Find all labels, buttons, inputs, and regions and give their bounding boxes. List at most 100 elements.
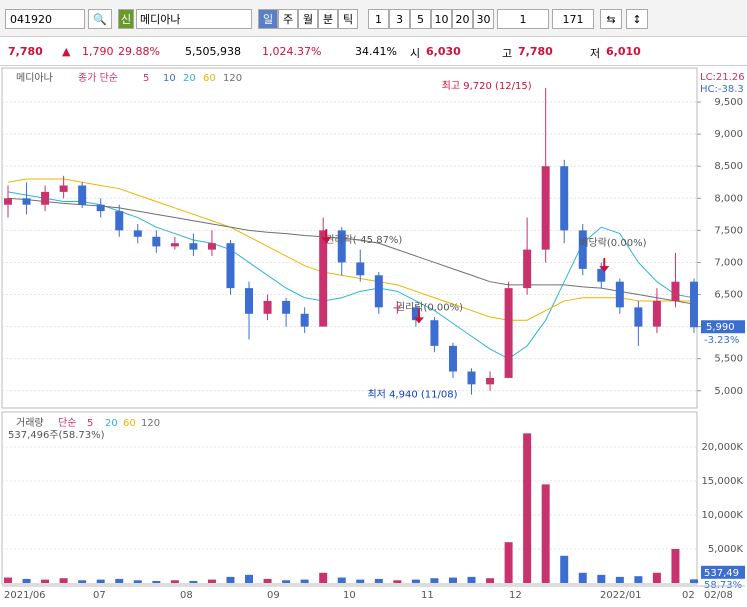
candle-body	[245, 288, 254, 314]
x-label: 08	[180, 590, 193, 601]
period-button[interactable]: 틱	[338, 9, 358, 29]
count-input[interactable]: 171	[552, 9, 594, 29]
legend-period: 60	[203, 73, 216, 84]
change: 1,790	[82, 45, 114, 58]
minute-button[interactable]: 20	[452, 9, 473, 29]
code-input[interactable]: 041920	[5, 9, 85, 29]
volume-bar	[319, 572, 328, 583]
x-label: 10	[343, 590, 356, 601]
hc-label: HC:-38.3	[700, 84, 744, 95]
name-box[interactable]: 메디아나	[136, 9, 252, 29]
volume-bar	[430, 578, 439, 583]
candle-body	[393, 307, 402, 309]
x-label: 12	[509, 590, 522, 601]
marker-arrow	[413, 309, 424, 324]
low: 6,010	[606, 45, 641, 58]
candle-body	[41, 191, 50, 205]
vol-rate: 1,024.37%	[262, 45, 322, 58]
volume-bar	[282, 580, 291, 583]
search-button[interactable]: 🔍	[88, 9, 112, 29]
info-bar: 7,780 ▲ 1,790 29.88% 5,505,938 1,024.37%…	[0, 37, 747, 66]
x-label: 09	[267, 590, 280, 601]
y-tick-label: 5,000K	[708, 544, 744, 555]
volume-bar	[115, 578, 124, 583]
candle-body	[22, 198, 31, 205]
volume-bar	[578, 572, 587, 583]
candle-body	[652, 300, 661, 327]
price: 7,780	[8, 45, 43, 58]
open-label: 시	[410, 47, 421, 60]
open: 6,030	[426, 45, 461, 58]
candle-body	[337, 230, 346, 263]
candle-body	[615, 281, 624, 308]
candle-body	[374, 275, 383, 308]
legend-period: 120	[223, 73, 242, 84]
volume-bar	[486, 578, 495, 583]
legend-label: 단순	[58, 417, 76, 429]
candle-body	[448, 345, 457, 372]
candle-body	[634, 307, 643, 327]
ma-line	[7, 197, 695, 305]
period-button[interactable]: 월	[298, 9, 318, 29]
legend-period: 20	[183, 73, 196, 84]
tool-button[interactable]: ⇆	[600, 9, 622, 29]
x-label: 11	[421, 590, 434, 601]
minute-button[interactable]: 10	[431, 9, 452, 29]
volume-bar	[652, 572, 661, 583]
volume-bar	[41, 579, 50, 583]
volume-bar	[504, 542, 513, 583]
period-button[interactable]: 주	[278, 9, 298, 29]
volume-bar	[411, 579, 420, 583]
volume-bar	[189, 580, 198, 583]
x-label: 02	[682, 590, 695, 601]
marker-arrow	[599, 258, 610, 273]
minute-button[interactable]: 5	[410, 9, 431, 29]
candle-body	[671, 281, 680, 301]
y-tick-label: 6,500	[714, 290, 743, 301]
arrow: ▲	[62, 45, 71, 58]
period-button[interactable]: 분	[318, 9, 338, 29]
candle-body	[115, 211, 124, 231]
high: 7,780	[518, 45, 553, 58]
last-volume: 537,49	[704, 568, 739, 579]
volume-bar	[170, 580, 179, 583]
volume-bar	[560, 555, 569, 583]
unit-select[interactable]: 1	[497, 9, 549, 29]
legend-period: 60	[123, 418, 136, 429]
candle-body	[152, 236, 161, 247]
legend-period: 5	[87, 418, 93, 429]
candle-body	[207, 243, 216, 250]
candle-body	[170, 243, 179, 247]
period-button[interactable]: 일	[258, 9, 278, 29]
candle-body	[597, 268, 606, 282]
candle-body	[300, 313, 309, 327]
minute-button[interactable]: 1	[368, 9, 389, 29]
volume-bar	[541, 484, 550, 583]
minute-button[interactable]: 30	[473, 9, 494, 29]
last-price-box	[701, 320, 745, 334]
candle-body	[523, 249, 532, 289]
legend-period: 5	[143, 73, 149, 84]
candle-body	[504, 288, 513, 378]
volume-bar	[300, 579, 309, 583]
candle-body	[226, 243, 235, 289]
volume-bar	[615, 576, 624, 583]
last-rate: -3.23%	[704, 335, 739, 346]
volume-bar	[78, 580, 87, 583]
volume-pane	[1, 411, 698, 585]
volume-bar	[690, 579, 698, 583]
volume-bar	[263, 578, 272, 583]
volume-bar	[245, 574, 254, 583]
y-tick-label: 10,000K	[701, 510, 743, 521]
tool-button[interactable]: ↕	[626, 9, 648, 29]
minute-button[interactable]: 3	[389, 9, 410, 29]
toolbar: 041920 🔍 신 메디아나 일 주 월 분 틱 1 3 5 10 20 30 1 171 ⇆ ↕	[0, 0, 747, 37]
candle-body	[411, 307, 420, 321]
lc-label: LC:21.26	[700, 72, 745, 83]
volume-bar	[467, 576, 476, 583]
volume-bar	[4, 577, 12, 583]
legend-period: 120	[141, 418, 160, 429]
legend-label: 메디아나	[16, 72, 53, 84]
volume-bar	[374, 578, 383, 583]
